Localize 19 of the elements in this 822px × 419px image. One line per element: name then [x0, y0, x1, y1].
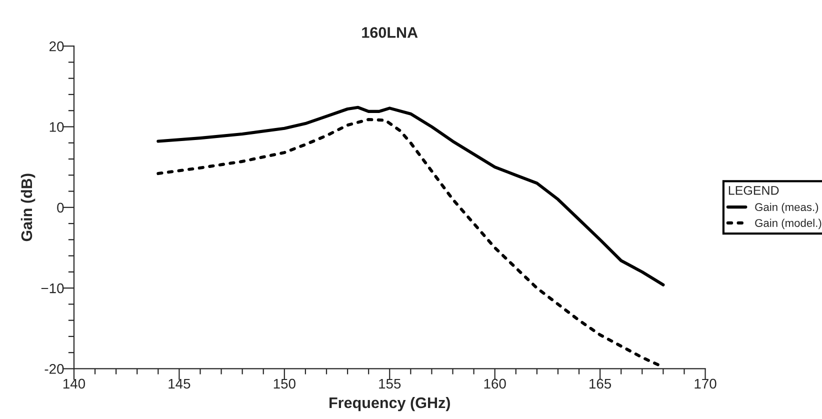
x-tick-label: 140 [63, 378, 86, 389]
chart-title: 160LNA [362, 27, 418, 38]
y-tick-label: −10 [41, 283, 64, 294]
x-axis-title: Frequency (GHz) [330, 396, 450, 412]
y-axis-title: Gain (dB) [20, 174, 36, 242]
line-series [156, 106, 665, 286]
legend-label: Gain (model.) [755, 218, 822, 230]
x-tick-label: 165 [590, 378, 612, 389]
x-tick-label: 160 [484, 378, 506, 389]
x-tick-label: 150 [274, 378, 296, 389]
x-tick-label: 155 [379, 378, 401, 389]
x-tick-label: 170 [694, 378, 716, 389]
legend-title: LEGEND [728, 186, 779, 195]
x-tick-label: 145 [168, 378, 190, 389]
y-tick-label: 20 [50, 41, 64, 52]
y-tick-label: 0 [57, 202, 64, 213]
y-tick-label: 10 [50, 122, 64, 132]
legend-label: Gain (meas.) [755, 202, 818, 214]
y-tick-label: -20 [44, 364, 64, 374]
